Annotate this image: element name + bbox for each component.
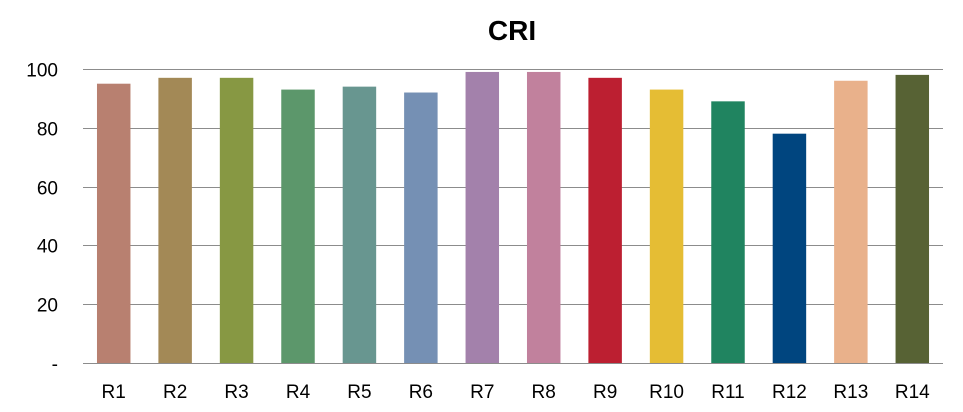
bar-r11 [711, 101, 745, 363]
bar-r4 [281, 89, 315, 363]
x-tick-label: R12 [772, 382, 807, 403]
bar-r10 [649, 89, 684, 363]
gridlines [83, 69, 943, 364]
bar-r9 [588, 77, 622, 363]
bar-r3 [219, 77, 254, 363]
bar-r12 [772, 133, 807, 363]
bar-r6 [404, 92, 438, 364]
x-tick-label: R14 [895, 382, 930, 403]
bar-r5 [342, 86, 377, 363]
y-tick-label: - [52, 355, 58, 376]
x-tick-label: R1 [102, 382, 126, 403]
bar-r8 [526, 71, 561, 363]
y-axis-tick-labels: - 20 40 60 80 100 [26, 61, 58, 376]
x-tick-label: R4 [286, 382, 311, 403]
bar-r13 [834, 80, 868, 363]
x-tick-label: R13 [833, 382, 868, 403]
y-tick-label: 80 [37, 120, 58, 141]
x-tick-label: R2 [163, 382, 187, 403]
bar-r14 [895, 74, 930, 363]
x-tick-label: R3 [224, 382, 248, 403]
x-tick-label: R7 [470, 382, 494, 403]
chart-title: CRI [488, 15, 536, 46]
y-tick-label: 40 [37, 237, 58, 258]
x-tick-label: R9 [593, 382, 617, 403]
y-tick-label: 20 [37, 296, 58, 317]
x-tick-label: R11 [711, 382, 744, 403]
x-tick-label: R5 [347, 382, 371, 403]
x-axis-tick-labels: R1 R2 R3 R4 R5 R6 R7 R8 R9 R10 R11 R12 R13 R14 [102, 382, 931, 403]
y-tick-label: 60 [37, 179, 58, 200]
bar-r7 [465, 71, 500, 363]
bar-r1 [96, 83, 131, 363]
x-tick-label: R10 [649, 382, 684, 403]
x-tick-label: R6 [409, 382, 433, 403]
x-tick-label: R8 [532, 382, 556, 403]
bars [96, 71, 930, 364]
y-tick-label: 100 [26, 61, 58, 82]
bar-r2 [158, 77, 192, 363]
